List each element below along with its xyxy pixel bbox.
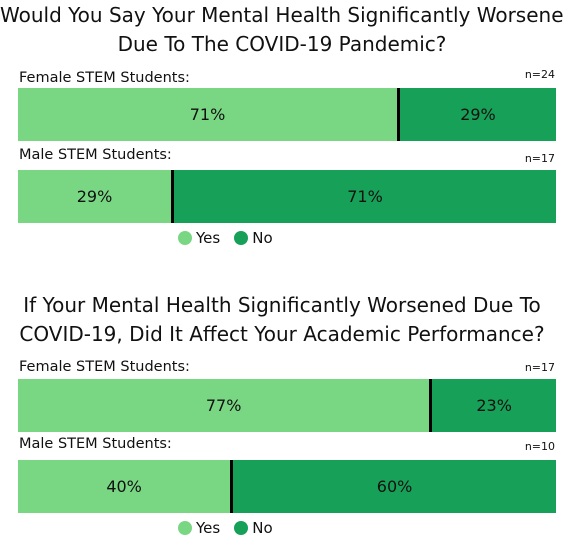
chart2-title-line2: COVID-19, Did It Affect Your Academic Pe… (19, 322, 545, 346)
chart1-female-yes-segment: 71% (18, 88, 400, 141)
chart1-title-line2: Due To The COVID-19 Pandemic? (117, 32, 447, 56)
chart1-title-line1: Would You Say Your Mental Health Signifi… (0, 3, 564, 27)
chart2-female-label: Female STEM Students: (19, 359, 190, 375)
chart2-female-n: n=17 (524, 361, 555, 374)
chart2-male-n: n=10 (524, 440, 555, 453)
no-dot-icon (234, 231, 249, 245)
chart1-male-label: Male STEM Students: (19, 147, 172, 163)
chart2-male-label: Male STEM Students: (19, 436, 172, 452)
chart2-title-line1: If Your Mental Health Significantly Wors… (23, 293, 541, 317)
legend-no-label: No (252, 229, 273, 247)
chart2-male-bar: 40% 60% (18, 460, 556, 513)
chart2-male-yes-segment: 40% (18, 460, 234, 513)
chart1-male-n: n=17 (524, 152, 555, 165)
legend-yes-label: Yes (196, 519, 221, 537)
chart1-female-no-segment: 29% (399, 88, 556, 141)
chart2-female-yes-segment: 77% (18, 379, 433, 432)
legend-item-yes: Yes (178, 519, 220, 537)
legend-item-yes: Yes (178, 229, 220, 247)
chart2-female-bar: 77% 23% (18, 379, 556, 432)
chart1-legend: Yes No (178, 228, 287, 248)
yes-dot-icon (178, 521, 192, 535)
chart2-female-no-segment: 23% (432, 379, 556, 432)
legend-item-no: No (234, 519, 273, 537)
chart2-male-no-segment: 60% (233, 460, 556, 513)
chart1-female-bar: 71% 29% (18, 88, 556, 141)
legend-no-label: No (252, 519, 273, 537)
chart1-female-label: Female STEM Students: (19, 70, 190, 86)
chart1-male-bar: 29% 71% (18, 170, 556, 223)
legend-yes-label: Yes (196, 229, 221, 247)
no-dot-icon (234, 521, 249, 535)
yes-dot-icon (178, 231, 192, 245)
chart1-male-no-segment: 71% (174, 170, 556, 223)
legend-item-no: No (234, 229, 273, 247)
chart2-legend: Yes No (178, 518, 287, 538)
chart1-male-yes-segment: 29% (18, 170, 175, 223)
chart1-female-n: n=24 (524, 68, 555, 81)
